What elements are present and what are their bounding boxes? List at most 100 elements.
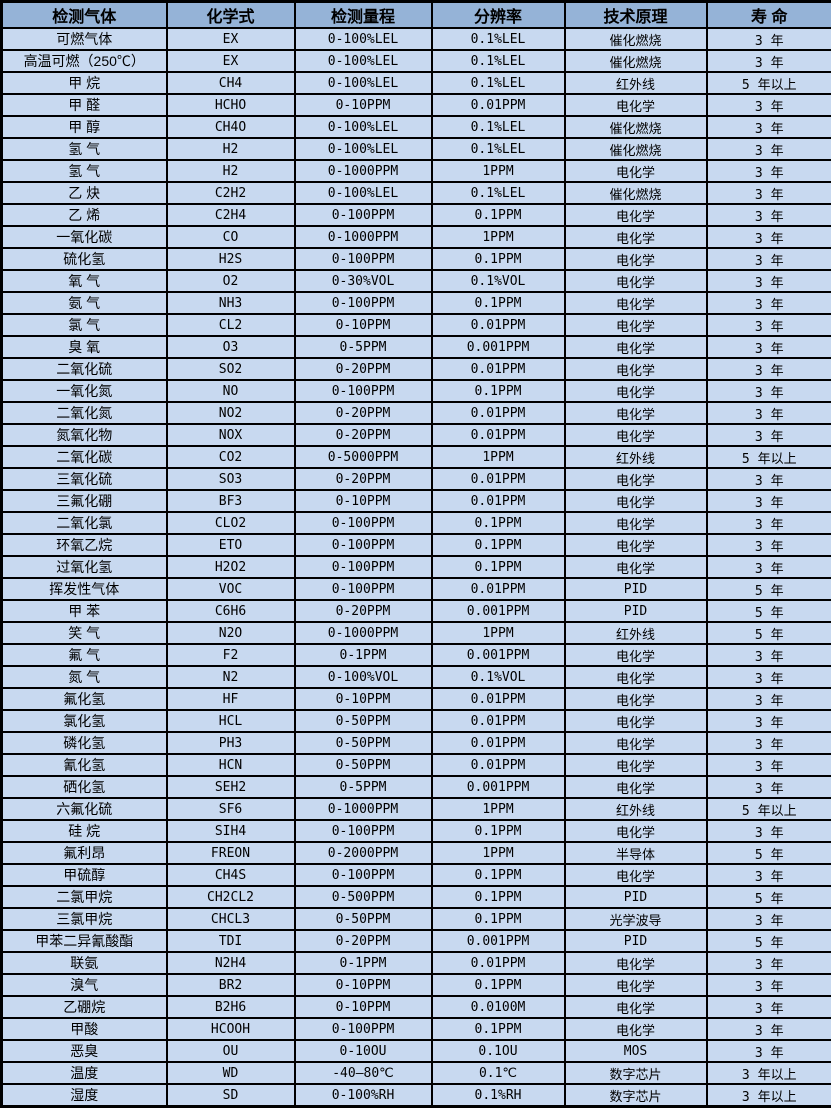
table-cell: 笑 气 [2,622,167,644]
table-cell: H2 [167,160,295,182]
table-cell: 0-100%LEL [295,50,432,72]
table-cell: 联氨 [2,952,167,974]
table-cell: HCOOH [167,1018,295,1040]
table-cell: 电化学 [565,952,707,974]
table-cell: 0-100PPM [295,512,432,534]
table-cell: 硒化氢 [2,776,167,798]
table-cell: 1PPM [432,160,565,182]
table-cell: 0-100%LEL [295,72,432,94]
table-cell: CLO2 [167,512,295,534]
table-cell: 六氟化硫 [2,798,167,820]
table-cell: 3 年 [707,864,831,886]
table-cell: 0.1%LEL [432,28,565,50]
table-cell: CH2CL2 [167,886,295,908]
table-cell: NH3 [167,292,295,314]
table-cell: 电化学 [565,534,707,556]
table-cell: 乙 炔 [2,182,167,204]
table-cell: 电化学 [565,490,707,512]
table-cell: CO2 [167,446,295,468]
table-cell: N2 [167,666,295,688]
table-cell: O2 [167,270,295,292]
table-cell: 电化学 [565,248,707,270]
table-cell: 甲 醛 [2,94,167,116]
table-cell: 0.1PPM [432,556,565,578]
table-cell: O3 [167,336,295,358]
table-cell: 0-1PPM [295,952,432,974]
table-cell: 0.01PPM [432,314,565,336]
table-cell: 3 年 [707,336,831,358]
column-header-1: 化学式 [167,2,295,29]
table-cell: 0.1PPM [432,380,565,402]
table-cell: 0.001PPM [432,644,565,666]
table-cell: NOX [167,424,295,446]
table-cell: 电化学 [565,270,707,292]
table-cell: 电化学 [565,314,707,336]
table-cell: 电化学 [565,226,707,248]
table-cell: 可燃气体 [2,28,167,50]
table-cell: 电化学 [565,512,707,534]
table-cell: 0-100PPM [295,534,432,556]
table-cell: 1PPM [432,842,565,864]
table-cell: 5 年 [707,842,831,864]
table-cell: CL2 [167,314,295,336]
table-cell: 0.01PPM [432,490,565,512]
table-cell: 0.01PPM [432,358,565,380]
table-cell: 3 年 [707,116,831,138]
table-cell: 甲 苯 [2,600,167,622]
table-cell: 甲硫醇 [2,864,167,886]
table-cell: 5 年 [707,886,831,908]
table-cell: 氮 气 [2,666,167,688]
table-cell: PH3 [167,732,295,754]
table-cell: 三氟化硼 [2,490,167,512]
table-cell: 5 年以上 [707,72,831,94]
table-cell: 0-100PPM [295,292,432,314]
table-cell: 0-100PPM [295,578,432,600]
table-cell: 三氧化硫 [2,468,167,490]
table-cell: 乙硼烷 [2,996,167,1018]
table-cell: 电化学 [565,468,707,490]
table-cell: 3 年 [707,1018,831,1040]
table-cell: 0-10PPM [295,688,432,710]
table-cell: 3 年 [707,424,831,446]
table-cell: 3 年 [707,138,831,160]
table-cell: HCHO [167,94,295,116]
table-cell: BF3 [167,490,295,512]
table-cell: 3 年 [707,314,831,336]
table-cell: 过氧化氢 [2,556,167,578]
table-cell: SIH4 [167,820,295,842]
table-cell: 0.01PPM [432,402,565,424]
table-cell: SO2 [167,358,295,380]
table-cell: 3 年 [707,28,831,50]
table-cell: 0-5PPM [295,336,432,358]
table-cell: 5 年以上 [707,798,831,820]
table-cell: C6H6 [167,600,295,622]
table-cell: 数字芯片 [565,1062,707,1084]
table-cell: 3 年 [707,380,831,402]
table-cell: 3 年 [707,1040,831,1062]
table-cell: 0-5000PPM [295,446,432,468]
table-cell: 电化学 [565,644,707,666]
table-cell: 3 年 [707,534,831,556]
table-cell: HCL [167,710,295,732]
